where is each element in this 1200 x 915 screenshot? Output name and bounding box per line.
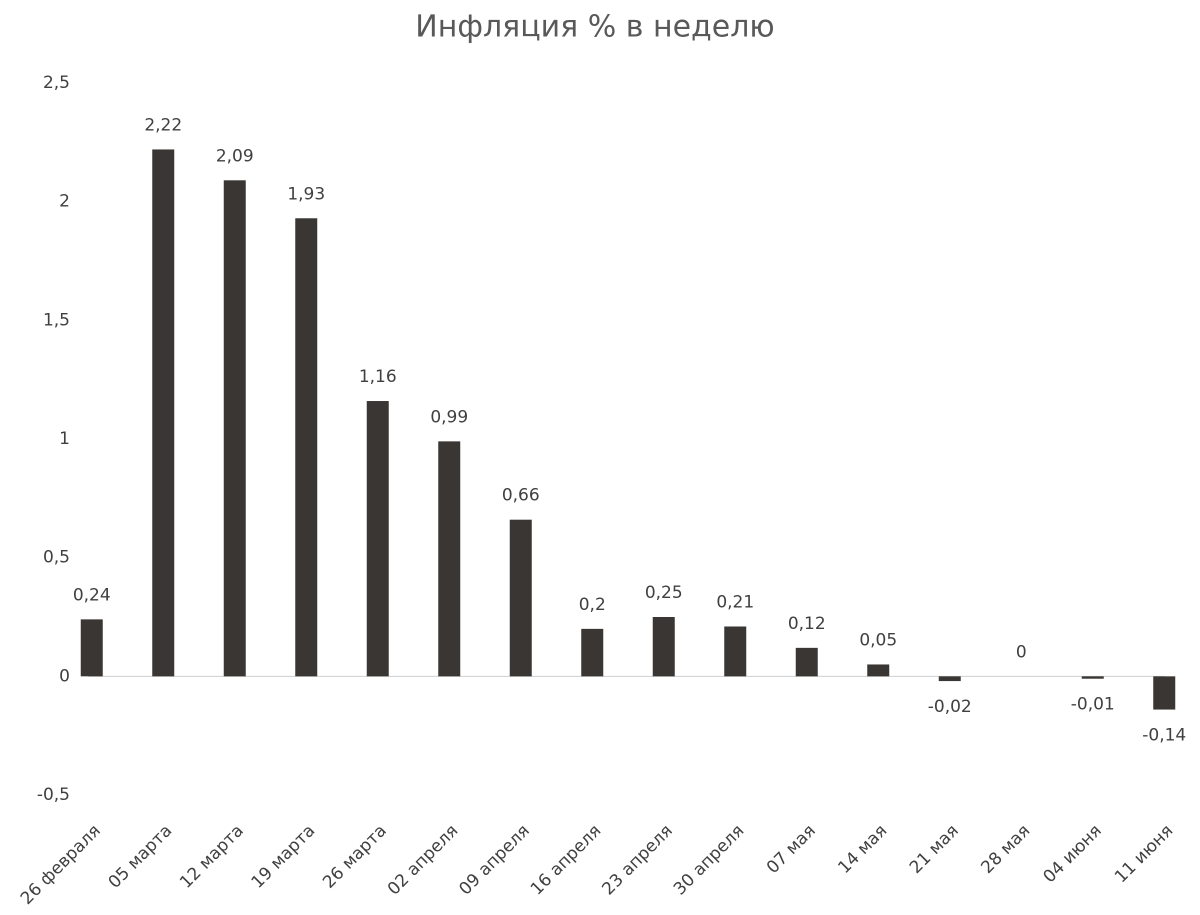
bar bbox=[581, 628, 604, 677]
value-label: -0,02 bbox=[928, 697, 972, 717]
bar bbox=[152, 149, 175, 677]
y-tick-label: 1 bbox=[59, 429, 70, 449]
value-label: 1,93 bbox=[287, 184, 325, 204]
bar bbox=[724, 626, 747, 677]
value-label: 0,66 bbox=[502, 486, 540, 506]
bar bbox=[652, 617, 675, 677]
bar bbox=[1153, 676, 1176, 710]
value-label: 0,21 bbox=[716, 592, 754, 612]
y-tick-label: 1,5 bbox=[43, 310, 70, 330]
y-tick-label: 2 bbox=[59, 192, 70, 212]
value-label: -0,01 bbox=[1071, 695, 1115, 715]
bar bbox=[366, 401, 389, 677]
value-label: 0 bbox=[1016, 642, 1027, 662]
value-label: 0,99 bbox=[430, 407, 468, 427]
value-label: 2,22 bbox=[144, 115, 182, 135]
value-label: -0,14 bbox=[1142, 726, 1186, 746]
value-label: 0,05 bbox=[859, 630, 897, 650]
y-tick-label: 0 bbox=[59, 666, 70, 686]
value-label: 0,25 bbox=[645, 583, 683, 603]
value-label: 0,12 bbox=[788, 614, 826, 634]
bar bbox=[1081, 676, 1104, 679]
y-tick-label: 0,5 bbox=[43, 548, 70, 568]
chart-title: Инфляция % в неделю bbox=[415, 10, 774, 45]
value-label: 0,2 bbox=[579, 595, 606, 615]
bar bbox=[867, 664, 890, 677]
bar bbox=[795, 647, 818, 677]
bar bbox=[223, 180, 246, 677]
value-label: 1,16 bbox=[359, 367, 397, 387]
bar bbox=[80, 619, 103, 677]
y-tick-label: 2,5 bbox=[43, 73, 70, 93]
value-label: 0,24 bbox=[73, 585, 111, 605]
bar bbox=[509, 519, 532, 677]
bar bbox=[938, 676, 961, 682]
bar bbox=[295, 218, 318, 677]
y-tick-label: -0,5 bbox=[37, 785, 70, 805]
value-label: 2,09 bbox=[216, 146, 254, 166]
bar bbox=[438, 441, 461, 677]
